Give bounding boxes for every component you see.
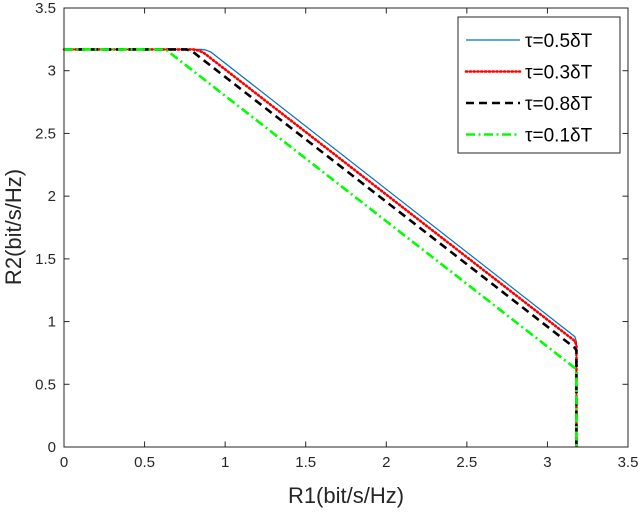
x-axis-title: R1(bit/s/Hz) [288, 483, 404, 508]
axes-box [63, 7, 629, 448]
x-tick-label: 2.5 [456, 454, 477, 471]
x-tick-label: 3.5 [618, 454, 639, 471]
legend-label-4: τ=0.1δT [525, 126, 593, 147]
series-line-3 [64, 48, 578, 447]
y-tick-label: 0 [48, 439, 56, 456]
x-tick-label: 1 [221, 454, 229, 471]
series-line-2 [62, 48, 578, 449]
y-tick-label: 1 [48, 314, 56, 331]
x-tick-label: 0.5 [134, 454, 155, 471]
y-tick-label: 1.5 [35, 251, 56, 268]
y-tick-label: 3 [48, 63, 56, 80]
series-line-1 [64, 48, 578, 447]
legend: τ=0.5δT τ=0.3δT τ=0.8δT τ=0.1δT [457, 16, 621, 154]
x-tick-label: 0 [60, 454, 68, 471]
y-tick-label: 2 [48, 188, 56, 205]
x-tick-label: 2 [382, 454, 390, 471]
y-tick-label: 3.5 [35, 0, 56, 17]
axes-layer [63, 7, 629, 448]
y-axis-title: R2(bit/s/Hz) [1, 169, 26, 285]
series-layer [62, 48, 578, 449]
legend-label-2: τ=0.3δT [525, 63, 593, 84]
y-tick-label: 2.5 [35, 125, 56, 142]
y-tick-label: 0.5 [35, 376, 56, 393]
legend-label-3: τ=0.8δT [525, 94, 593, 115]
x-tick-label: 3 [543, 454, 551, 471]
series-line-4 [64, 48, 578, 447]
ticks-layer: 0 0.5 1 1.5 2 2.5 3 3.5 0 0.5 1 1.5 2 2.5 3 3.5 [35, 0, 638, 471]
x-tick-label: 1.5 [295, 454, 316, 471]
legend-label-1: τ=0.5δT [525, 31, 593, 52]
